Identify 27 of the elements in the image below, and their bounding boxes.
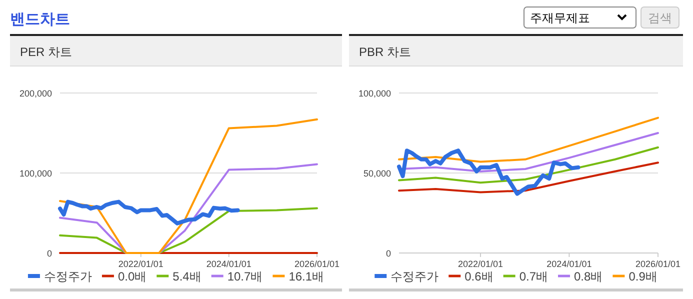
legend-label: 16.1배 (288, 270, 324, 284)
legend-label: 10.7배 (227, 270, 263, 284)
x-tick-label: 2026/01/01 (635, 259, 681, 269)
y-tick-label: 0 (386, 248, 391, 258)
legend-label: 수정주가 (44, 270, 92, 284)
y-tick-label: 100,000 (19, 168, 52, 178)
legend-label: 0.7배 (519, 270, 548, 284)
y-tick-label: 100,000 (358, 88, 391, 98)
y-tick-label: 50,000 (363, 168, 391, 178)
control-button: 검색 (640, 6, 680, 28)
legend-label: 0.8배 (574, 270, 603, 284)
text: 밴드차트 (10, 11, 70, 28)
x-tick-label: 2022/01/01 (458, 259, 504, 269)
y-tick-label: 200,000 (19, 88, 52, 98)
legend-label: 0.0배 (118, 270, 147, 284)
x-tick-label: 2022/01/01 (118, 259, 164, 269)
control-select: 주재무제표 (524, 6, 636, 28)
legend-label: 5.4배 (172, 270, 202, 284)
x-tick-label: 2026/01/01 (294, 259, 340, 269)
chart-title: PBR 차트 (359, 45, 412, 59)
chart-title: PER 차트 (20, 45, 72, 59)
y-tick-label: 0 (46, 248, 52, 258)
legend-label: 수정주가 (390, 270, 439, 284)
legend-label: 0.6배 (464, 270, 494, 284)
legend-label: 0.9배 (628, 270, 658, 284)
x-tick-label: 2024/01/01 (546, 259, 592, 269)
x-tick-label: 2024/01/01 (206, 259, 252, 269)
